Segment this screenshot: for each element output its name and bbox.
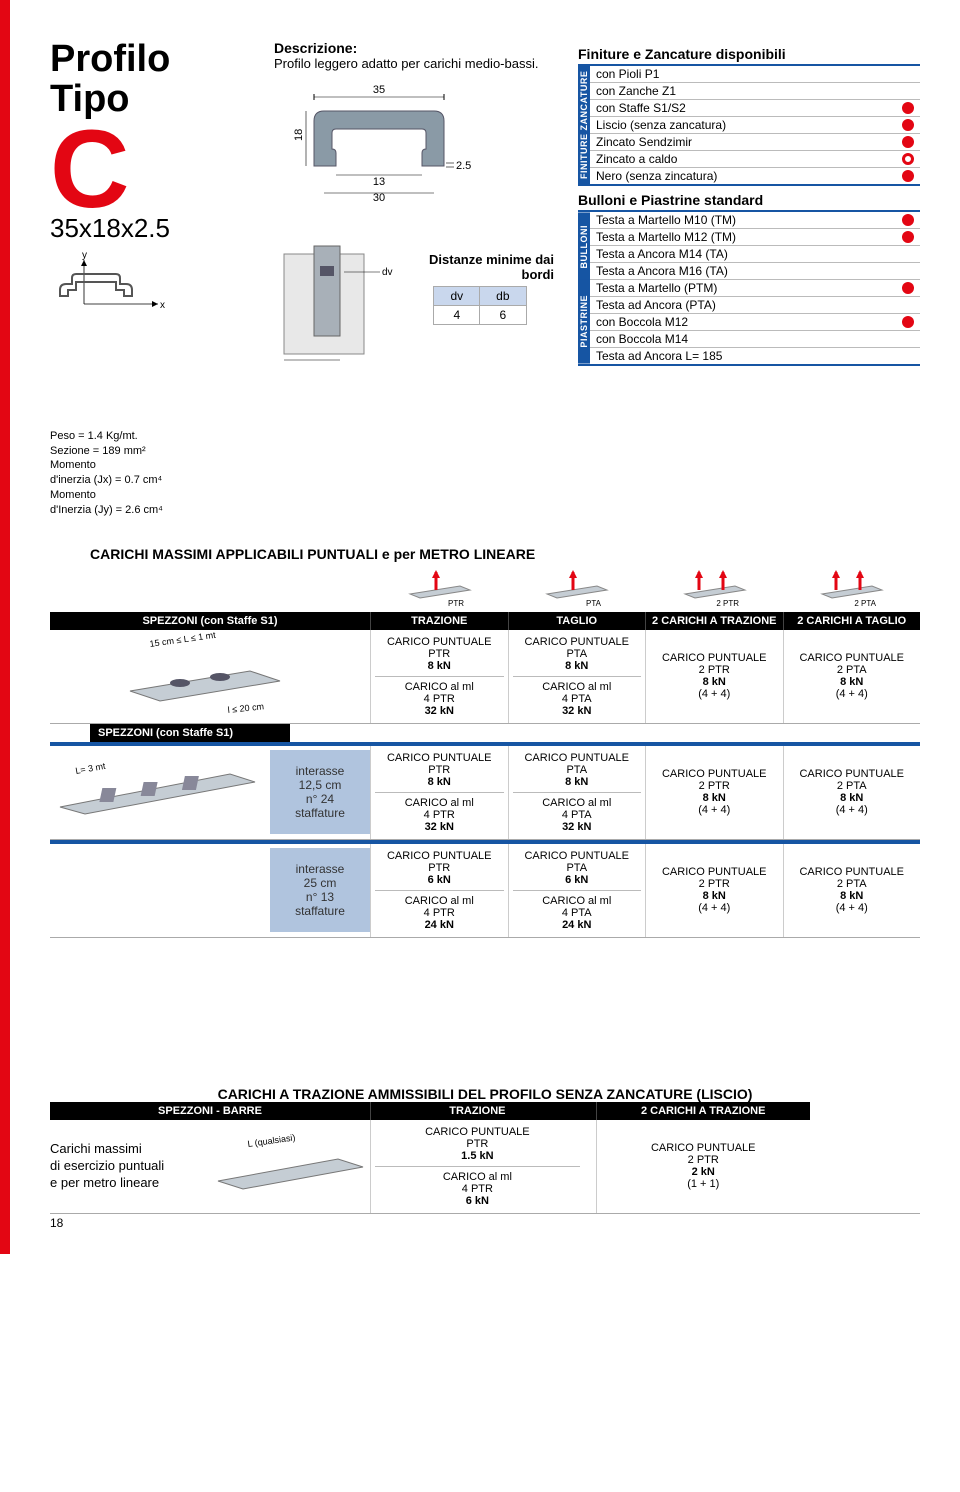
prop-jx: d'inerzia (Jx) = 0.7 cm⁴ [50, 473, 250, 488]
finiture-side-label: FINITURE ZANCATURE [578, 66, 590, 184]
option-row: con Zanche Z1 [590, 83, 920, 100]
svg-text:x: x [160, 300, 165, 311]
svg-text:2.5: 2.5 [456, 160, 471, 172]
description-label: Descrizione: [274, 40, 554, 56]
red-side-bar [0, 0, 10, 1254]
piastrine-side-label: PIASTRINE [578, 280, 590, 364]
svg-text:L (qualsiasi): L (qualsiasi) [247, 1133, 296, 1150]
load-row-2: L= 3 mt interasse 12,5 cm n° 24 staffatu… [50, 746, 920, 840]
option-row: Testa ad Ancora L= 185 [590, 348, 920, 364]
option-row: Zincato a caldo [590, 151, 920, 168]
bulloni-side-label: BULLONI [578, 212, 590, 280]
svg-text:15 cm ≤ L ≤ 1 mt: 15 cm ≤ L ≤ 1 mt [149, 631, 217, 649]
option-row: Liscio (senza zancatura) [590, 117, 920, 134]
description-text: Profilo leggero adatto per carichi medio… [274, 56, 554, 71]
option-row: Testa a Martello M12 (TM) [590, 229, 920, 246]
option-row: con Boccola M12 [590, 314, 920, 331]
liscio-header-bar: SPEZZONI - BARRE TRAZIONE 2 CARICHI A TR… [50, 1102, 920, 1120]
svg-text:18: 18 [293, 129, 305, 141]
page-number: 18 [50, 1216, 63, 1230]
svg-text:PTA: PTA [586, 599, 602, 608]
load-type-icon: PTR [370, 568, 508, 612]
load-type-icon: 2 PTA [783, 568, 921, 612]
option-row: Testa a Martello (PTM) [590, 280, 920, 297]
prop-jy-label: Momento [50, 488, 250, 503]
svg-text:L= 3 mt: L= 3 mt [75, 761, 107, 776]
option-row: Testa a Ancora M16 (TA) [590, 263, 920, 280]
profile-drawing: 35 18 2.5 13 30 [274, 81, 494, 231]
option-row: con Pioli P1 [590, 66, 920, 83]
prop-jx-label: Momento [50, 458, 250, 473]
svg-text:2 PTR: 2 PTR [716, 599, 739, 608]
svg-text:35: 35 [373, 84, 385, 96]
title-line1: Profilo [50, 40, 250, 80]
option-row: con Staffe S1/S2 [590, 100, 920, 117]
option-row: Zincato Sendzimir [590, 134, 920, 151]
load-type-icon: PTA [508, 568, 646, 612]
profile-piece-icon: 15 cm ≤ L ≤ 1 mt l ≤ 20 cm [110, 631, 310, 721]
loads-header: CARICHI MASSIMI APPLICABILI PUNTUALI e p… [90, 546, 920, 562]
prop-jy: d'Inerzia (Jy) = 2.6 cm⁴ [50, 503, 250, 518]
svg-text:y: y [82, 250, 87, 261]
finiture-table: FINITURE ZANCATURE con Pioli P1con Zanch… [578, 64, 920, 186]
svg-text:2 PTA: 2 PTA [855, 599, 877, 608]
prop-peso: Peso = 1.4 Kg/mt. [50, 429, 250, 444]
svg-text:dv: dv [382, 267, 393, 278]
profile-dims: 35x18x2.5 [50, 213, 250, 244]
prop-sezione: Sezione = 189 mm² [50, 444, 250, 459]
svg-text:l ≤ 20 cm: l ≤ 20 cm [227, 702, 264, 716]
liscio-profile-icon: L (qualsiasi) [208, 1131, 368, 1201]
profile-long-icon: L= 3 mt [50, 752, 270, 832]
loads-header-bar-1: SPEZZONI (con Staffe S1) TRAZIONE TAGLIO… [50, 612, 920, 630]
bulloni-title: Bulloni e Piastrine standard [578, 192, 920, 208]
loads-header-bar-2: SPEZZONI (con Staffe S1) [90, 724, 290, 742]
option-row: Testa a Martello M10 (TM) [590, 212, 920, 229]
distances-table: dvdb 46 [433, 286, 526, 325]
bulloni-table: BULLONI PIASTRINE Testa a Martello M10 (… [578, 210, 920, 366]
distances-caption: Distanze minime dai bordi [406, 252, 554, 282]
interasse-label-1: interasse 12,5 cm n° 24 staffature [270, 750, 370, 834]
svg-text:13: 13 [373, 176, 385, 188]
load-type-icon: 2 PTR [645, 568, 783, 612]
load-row-3: interasse 25 cm n° 13 staffature CARICO … [50, 844, 920, 938]
option-row: Testa ad Ancora (PTA) [590, 297, 920, 314]
load-row-1: 15 cm ≤ L ≤ 1 mt l ≤ 20 cm CARICO PUNTUA… [50, 630, 920, 724]
liscio-header: CARICHI A TRAZIONE AMMISSIBILI DEL PROFI… [50, 1086, 920, 1102]
svg-text:30: 30 [373, 192, 385, 204]
profile-letter: C [50, 120, 250, 219]
option-row: Testa a Ancora M14 (TA) [590, 246, 920, 263]
option-row: Nero (senza zincatura) [590, 168, 920, 184]
finiture-title: Finiture e Zancature disponibili [578, 46, 920, 62]
distance-drawing: dv db [274, 244, 394, 364]
liscio-row: Carichi massimi di esercizio puntuali e … [50, 1120, 920, 1214]
axes-profile-icon: y x [50, 248, 170, 318]
svg-text:PTR: PTR [448, 599, 464, 608]
interasse-label-2: interasse 25 cm n° 13 staffature [270, 848, 370, 932]
option-row: con Boccola M14 [590, 331, 920, 348]
